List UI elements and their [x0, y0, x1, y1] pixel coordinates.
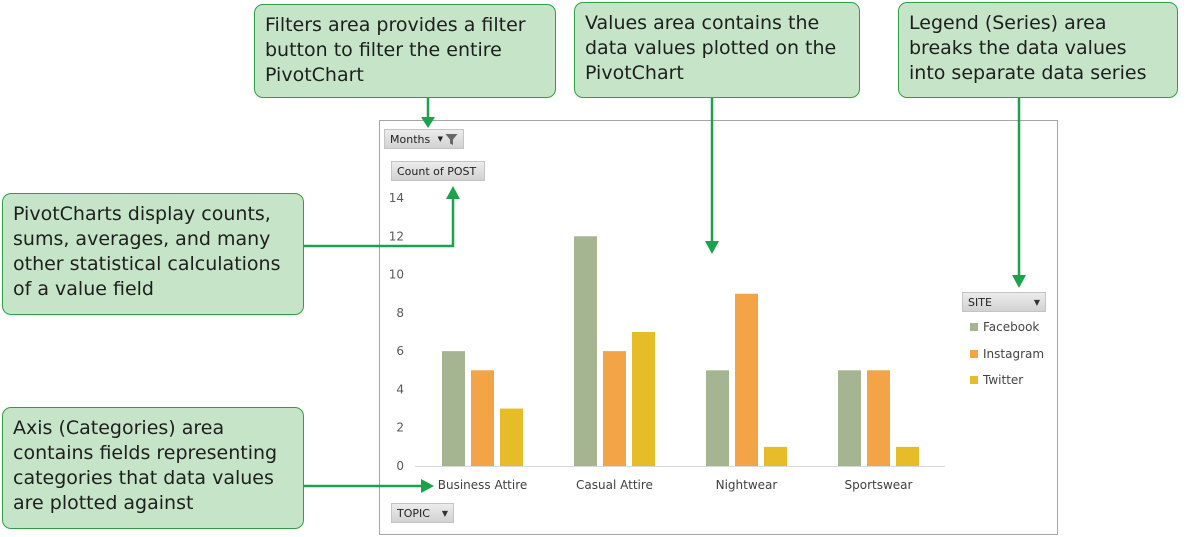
- callout-pivotcharts: PivotCharts display counts, sums, averag…: [2, 193, 304, 315]
- bar-twitter-nightwear: [764, 446, 787, 466]
- legend-item-facebook: Facebook: [970, 320, 1039, 334]
- callout-values: Values area contains the data values plo…: [574, 2, 860, 98]
- axis-field-button[interactable]: TOPIC ▼: [391, 503, 454, 523]
- dropdown-arrow-icon: ▼: [437, 135, 443, 143]
- bar-facebook-sportswear: [838, 370, 861, 466]
- legend-label: Facebook: [983, 320, 1040, 334]
- y-tick-label: 12: [389, 229, 404, 243]
- bar-twitter-business-attire: [500, 408, 523, 466]
- bar-instagram-nightwear: [735, 293, 758, 466]
- y-tick-label: 0: [396, 459, 404, 473]
- dropdown-arrow-icon: ▼: [441, 508, 448, 518]
- legend-label: Twitter: [983, 373, 1024, 387]
- x-category-label: Nightwear: [716, 478, 778, 492]
- bar-instagram-sportswear: [867, 370, 890, 466]
- x-axis: Business Attire Casual Attire Nightwear Spo…: [438, 478, 913, 492]
- x-category-label: Casual Attire: [576, 478, 653, 492]
- y-tick-label: 8: [396, 306, 404, 320]
- y-tick-label: 4: [396, 382, 404, 396]
- legend-item-twitter: Twitter: [970, 373, 1023, 387]
- filter-field-label: Months: [390, 132, 431, 146]
- legend-label: Instagram: [983, 347, 1045, 361]
- bar-facebook-business-attire: [442, 351, 465, 466]
- legend-swatch: [970, 323, 978, 331]
- bar-twitter-casual-attire: [632, 332, 655, 466]
- callout-legend: Legend (Series) area breaks the data val…: [898, 2, 1178, 98]
- y-tick-label: 14: [389, 191, 404, 205]
- bar-facebook-nightwear: [706, 370, 729, 466]
- y-tick-label: 2: [396, 421, 404, 435]
- x-category-label: Business Attire: [438, 478, 528, 492]
- dropdown-arrow-icon: ▼: [1033, 297, 1040, 307]
- bar-facebook-casual-attire: [574, 236, 597, 466]
- y-axis: 0 2 4 6 8 10 12 14: [389, 191, 404, 473]
- values-field-label: Count of POST: [397, 164, 477, 178]
- callout-filters: Filters area provides a filter button to…: [254, 4, 556, 98]
- y-tick-label: 6: [396, 344, 404, 358]
- y-tick-label: 10: [389, 268, 404, 282]
- funnel-filter-icon: [445, 133, 458, 145]
- bar-instagram-business-attire: [471, 370, 494, 466]
- x-category-label: Sportswear: [845, 478, 913, 492]
- bar-twitter-sportswear: [896, 446, 919, 466]
- legend-swatch: [970, 376, 978, 384]
- bars: [442, 236, 919, 466]
- filter-field-button[interactable]: Months ▼: [384, 129, 464, 149]
- legend-swatch: [970, 350, 978, 358]
- legend-field-label: SITE: [968, 295, 992, 309]
- bar-instagram-casual-attire: [603, 351, 626, 466]
- legend-field-button[interactable]: SITE ▼: [962, 292, 1046, 312]
- values-field-button[interactable]: Count of POST: [391, 161, 485, 181]
- legend-item-instagram: Instagram: [970, 347, 1044, 361]
- callout-axis: Axis (Categories) area contains fields r…: [2, 407, 304, 529]
- axis-field-label: TOPIC: [397, 506, 430, 520]
